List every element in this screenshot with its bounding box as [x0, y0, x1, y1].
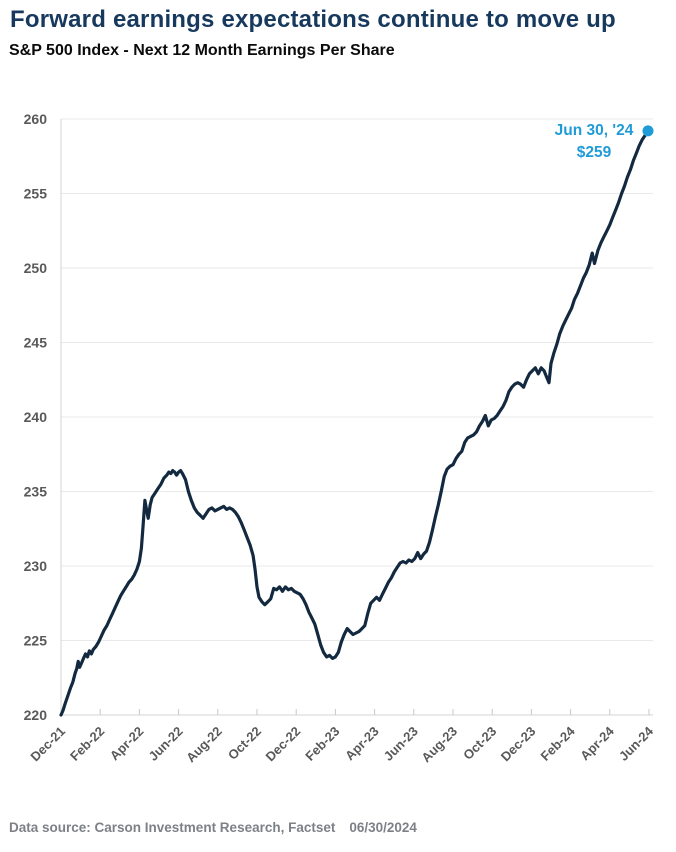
- x-axis-label: Jun-23: [381, 724, 421, 764]
- y-axis-label: 250: [24, 260, 48, 276]
- y-axis-label: 230: [24, 558, 48, 574]
- x-axis-label: Oct-23: [460, 724, 499, 763]
- source-text: Data source: Carson Investment Research,…: [9, 820, 336, 835]
- x-axis-label: Feb-22: [67, 724, 107, 764]
- y-axis-label: 240: [24, 409, 48, 425]
- x-axis-label: Apr-23: [342, 724, 382, 764]
- x-axis-label: Jun-22: [145, 724, 185, 764]
- chart-subtitle: S&P 500 Index - Next 12 Month Earnings P…: [9, 42, 395, 59]
- x-axis-label: Feb-24: [537, 723, 578, 764]
- x-axis-label: Dec-23: [498, 724, 539, 765]
- last-point-marker: [642, 125, 654, 137]
- eps-line-series: [59, 129, 650, 717]
- as-of-date: 06/30/2024: [349, 820, 417, 835]
- x-axis-label: Jun-24: [616, 723, 657, 764]
- y-axis-label: 245: [24, 335, 48, 351]
- annotation-value: $259: [577, 144, 612, 161]
- x-axis-label: Oct-22: [225, 724, 264, 763]
- annotation-date: Jun 30, '24: [555, 122, 634, 139]
- y-axis-label: 235: [24, 484, 48, 500]
- y-axis-label: 255: [24, 186, 48, 202]
- eps-line-chart: 220 225 230 235 240 245 250 255 260 Dec-21 Feb-22 A…: [0, 95, 676, 795]
- x-axis-label: Dec-21: [27, 724, 68, 765]
- source-note: Data source: Carson Investment Research,…: [9, 820, 669, 835]
- x-axis-label: Apr-24: [577, 723, 617, 763]
- x-axis-label: Dec-22: [263, 724, 304, 765]
- x-axis-label: Aug-23: [418, 724, 460, 766]
- x-axis-label: Feb-23: [302, 724, 342, 764]
- page-title: Forward earnings expectations continue t…: [10, 6, 616, 33]
- y-axis-label: 260: [24, 111, 48, 127]
- x-axis-label: Apr-22: [107, 724, 147, 764]
- y-axis-label: 225: [24, 633, 48, 649]
- y-axis-label: 220: [24, 707, 48, 723]
- x-axis-label: Aug-22: [183, 724, 225, 766]
